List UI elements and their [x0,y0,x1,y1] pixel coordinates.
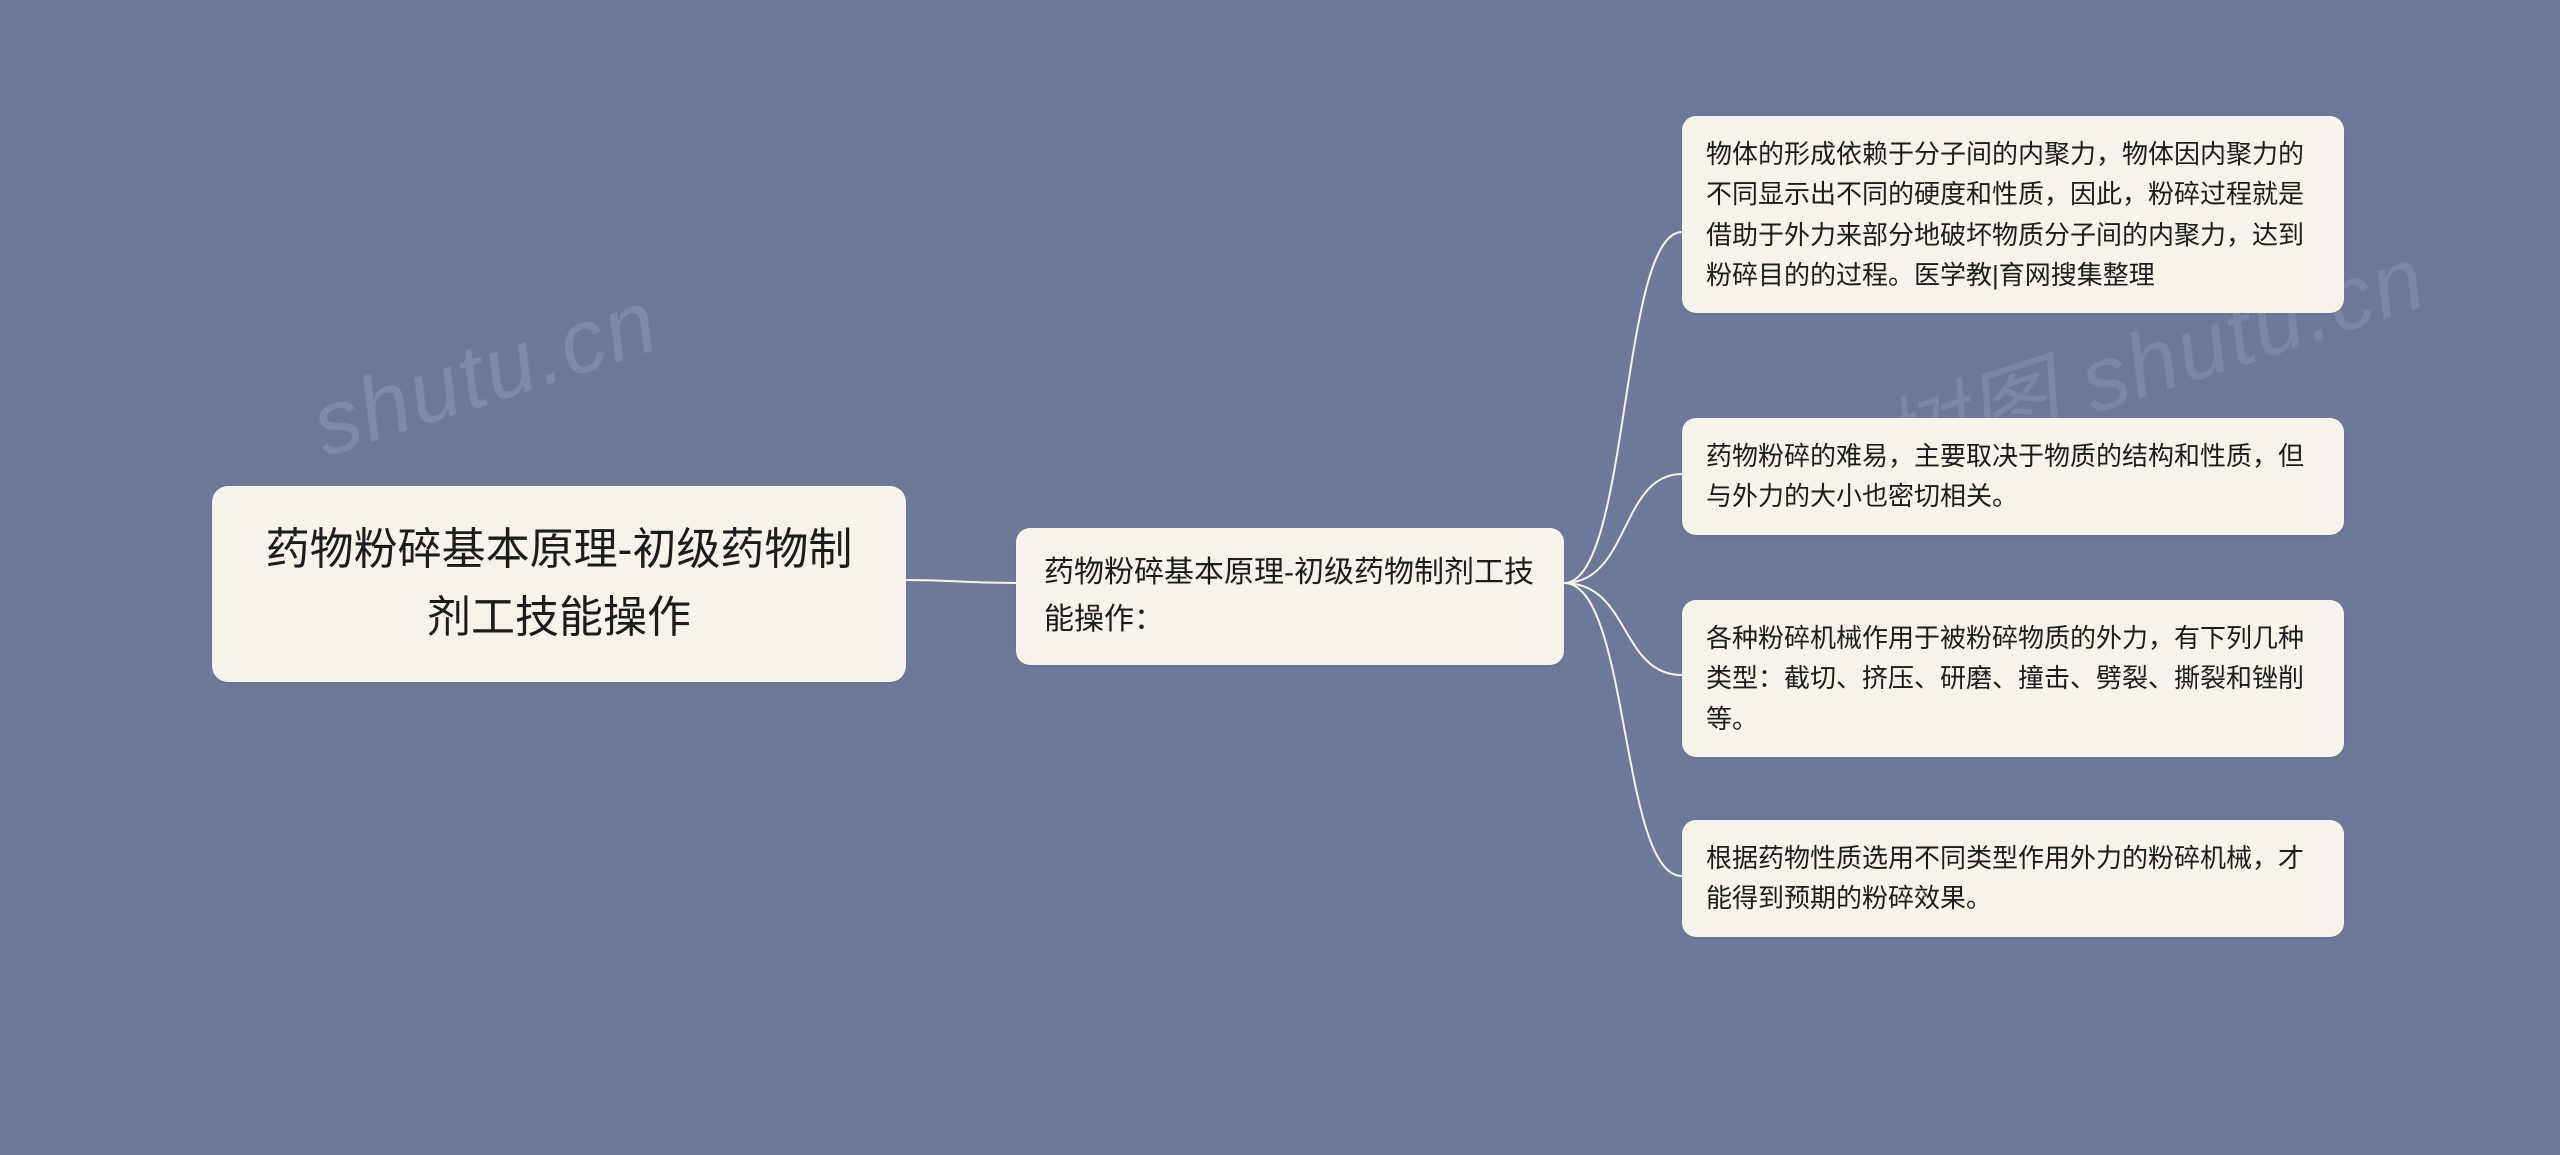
leaf-node-3[interactable]: 根据药物性质选用不同类型作用外力的粉碎机械，才能得到预期的粉碎效果。 [1682,820,2344,937]
mindmap-canvas: shutu.cn 树图 shutu.cn 药物粉碎基本原理-初级药物制剂工技能操… [0,0,2560,1155]
connector-root-mid [906,580,1016,583]
connector-mid-leaf1 [1564,474,1682,583]
root-node-text: 药物粉碎基本原理-初级药物制剂工技能操作 [266,525,853,642]
mid-node-text: 药物粉碎基本原理-初级药物制剂工技能操作： [1044,556,1534,636]
mid-node[interactable]: 药物粉碎基本原理-初级药物制剂工技能操作： [1016,528,1564,665]
leaf-node-1-text: 药物粉碎的难易，主要取决于物质的结构和性质，但与外力的大小也密切相关。 [1706,441,2304,511]
leaf-node-0-text: 物体的形成依赖于分子间的内聚力，物体因内聚力的不同显示出不同的硬度和性质，因此，… [1706,139,2304,290]
connector-mid-leaf2 [1564,583,1682,675]
watermark-1: shutu.cn [300,270,671,478]
leaf-node-2-text: 各种粉碎机械作用于被粉碎物质的外力，有下列几种类型：截切、挤压、研磨、撞击、劈裂… [1706,623,2304,734]
leaf-node-3-text: 根据药物性质选用不同类型作用外力的粉碎机械，才能得到预期的粉碎效果。 [1706,843,2304,913]
leaf-node-2[interactable]: 各种粉碎机械作用于被粉碎物质的外力，有下列几种类型：截切、挤压、研磨、撞击、劈裂… [1682,600,2344,757]
leaf-node-0[interactable]: 物体的形成依赖于分子间的内聚力，物体因内聚力的不同显示出不同的硬度和性质，因此，… [1682,116,2344,313]
connector-mid-leaf0 [1564,232,1682,583]
connector-mid-leaf3 [1564,583,1682,876]
root-node[interactable]: 药物粉碎基本原理-初级药物制剂工技能操作 [212,486,906,682]
leaf-node-1[interactable]: 药物粉碎的难易，主要取决于物质的结构和性质，但与外力的大小也密切相关。 [1682,418,2344,535]
